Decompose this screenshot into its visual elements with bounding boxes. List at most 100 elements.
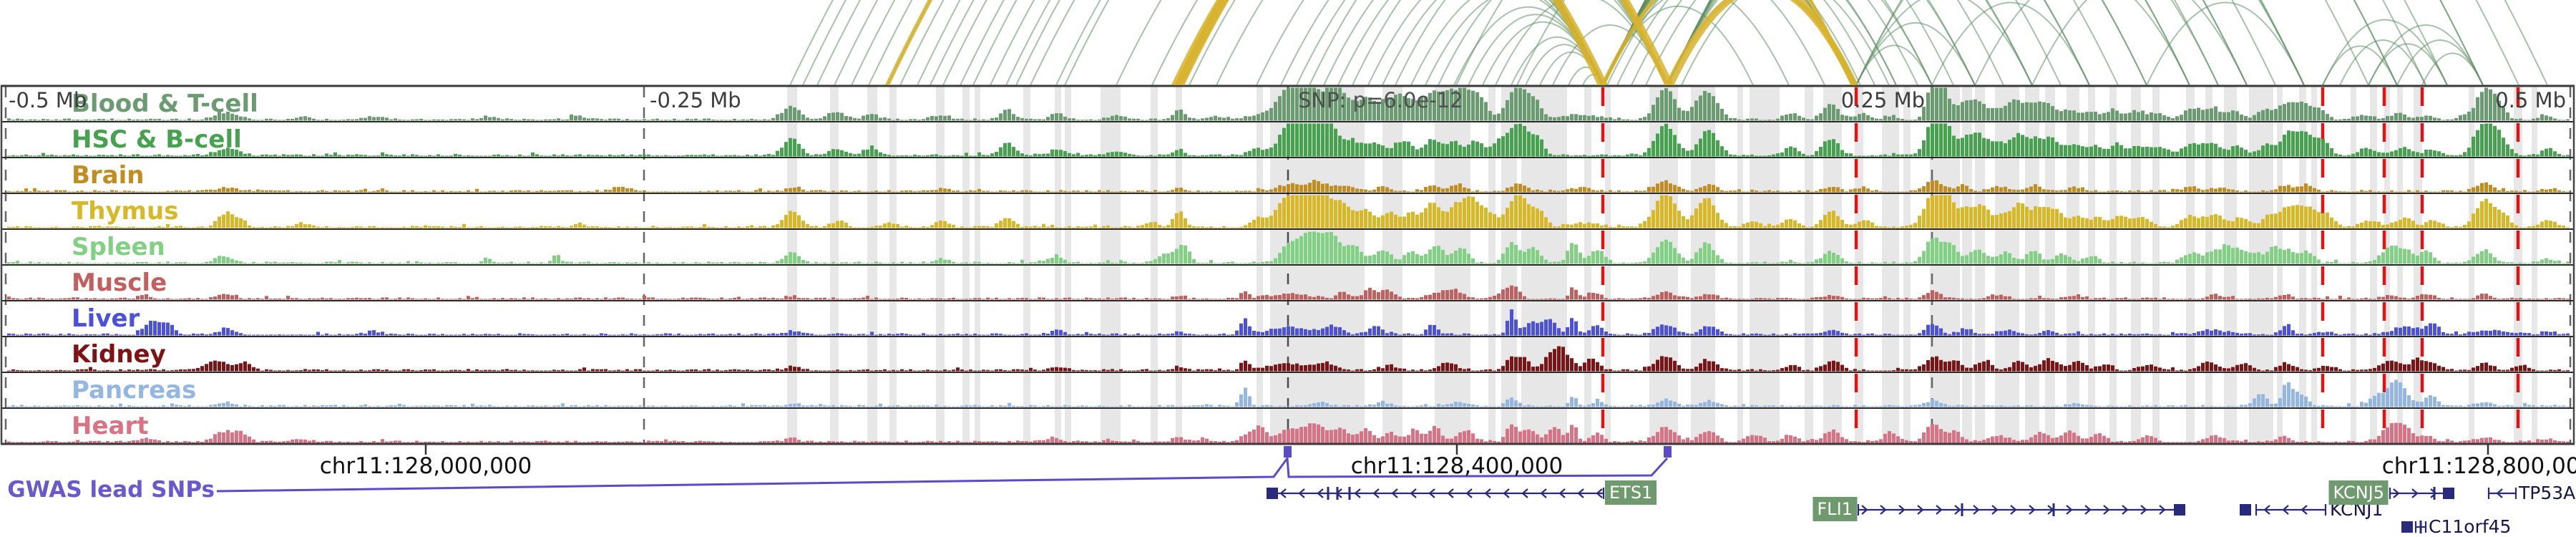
interaction-arc-green [1602, 0, 2426, 85]
strand-arrow [1577, 488, 1584, 498]
strand-arrow [2282, 505, 2289, 515]
bottom-annotation [216, 445, 2517, 533]
signal-track-brain [7, 180, 2570, 193]
interaction-arc-green [1855, 21, 1976, 85]
signal-track-hsc-b-cell [7, 123, 2570, 157]
interaction-arc-green [1855, 0, 2033, 85]
track-label-spleen: Spleen [72, 233, 165, 261]
track-frame [0, 84, 2575, 445]
interaction-arc-green [1602, 0, 2484, 85]
interaction-arc-green [887, 0, 1668, 85]
interaction-arc-green [1455, 0, 1854, 85]
interaction-arc-green [2146, 1, 2305, 85]
strand-arrow [1936, 505, 1943, 515]
gene-label-c11orf45: C11orf45 [2429, 516, 2512, 537]
coordinate-label: chr11:128,400,000 [1350, 453, 1563, 479]
interaction-arc-green [2322, 19, 2448, 85]
gwas-callout-line [216, 455, 1669, 493]
strand-arrow [1596, 488, 1603, 498]
strand-arrow [2103, 505, 2110, 515]
gene-terminal-exon [1267, 488, 1278, 499]
strand-arrow [1880, 505, 1887, 515]
gene-terminal-exon [2240, 504, 2251, 516]
interaction-arc-green [1602, 0, 2519, 85]
gene-terminal-exon [2443, 488, 2454, 499]
track-label-kidney: Kidney [72, 340, 166, 369]
signal-track-liver [7, 309, 2570, 336]
interaction-arc-green [1667, 0, 2248, 85]
strand-arrow [1465, 488, 1473, 498]
interaction-arc-green [1256, 0, 1604, 85]
gene-label-tp53aip1: TP53AIP1 [2519, 483, 2576, 503]
strand-arrow [1317, 488, 1324, 498]
interaction-arc-green [1005, 0, 1604, 85]
interaction-arc-green [2339, 39, 2426, 85]
strand-arrow [1954, 505, 1961, 515]
interaction-arc-green [1667, 0, 2398, 85]
strand-arrow [2263, 505, 2270, 515]
interaction-arc-green [990, 0, 1604, 85]
interaction-arc-green [2031, 0, 2248, 85]
track-label-blood-t-cell: Blood & T-cell [72, 90, 258, 118]
interaction-arc-green [1395, 0, 1668, 85]
signal-track-kidney [7, 346, 2570, 372]
interaction-arc-green [1606, 0, 1861, 85]
strand-arrow [2122, 505, 2129, 515]
interaction-arcs [789, 0, 2548, 85]
coordinate-label: chr11:128,800,000 [2381, 453, 2576, 479]
strand-arrow [1521, 488, 1528, 498]
interaction-arc-green [2396, 39, 2484, 85]
interaction-arc-green [1030, 0, 1604, 85]
strand-arrow [2010, 505, 2017, 515]
interaction-arc-green [1667, 0, 1933, 85]
gene-terminal-exon [2174, 504, 2185, 516]
gwas-track-label: GWAS lead SNPs [7, 477, 215, 503]
gwas-lead-snp-marker [1284, 446, 1292, 458]
interaction-arc-green [1602, 0, 2398, 85]
gene-label-ets1: ETS1 [1605, 480, 1657, 505]
strand-arrow [1298, 488, 1305, 498]
interaction-arc-green [1280, 0, 1604, 85]
gene-label-kcnj5: KCNJ5 [2328, 480, 2389, 505]
strand-arrow [1861, 505, 1868, 515]
coordinate-label: chr11:128,000,000 [319, 453, 532, 479]
ruler-offset-label: -0.5 Mb [9, 88, 87, 112]
interaction-arc-yellow [885, 0, 1669, 85]
track-label-brain: Brain [72, 161, 145, 190]
interaction-arc-green [1974, 0, 2190, 85]
ruler-offset-label: 0.25 Mb [1840, 88, 1925, 112]
gene-label-fli1: FLI1 [1813, 497, 1857, 521]
strand-arrow [1540, 488, 1547, 498]
signal-track-spleen [7, 231, 2570, 264]
strand-arrow [1917, 505, 1924, 515]
interaction-arc-green [1645, 0, 1918, 85]
strand-arrow [1973, 505, 1980, 515]
ruler-offset-label: 0.5 Mb [2495, 88, 2566, 112]
strand-arrow [1558, 488, 1566, 498]
interaction-arc-green [960, 0, 1604, 85]
strand-arrow [1991, 505, 1999, 515]
signal-tracks [7, 87, 2570, 443]
interaction-arc-green [1931, 1, 2090, 85]
interaction-arc-green [1352, 0, 1668, 85]
signal-track-muscle [7, 285, 2570, 300]
strand-arrow [2140, 505, 2147, 515]
strand-arrow [1484, 488, 1491, 498]
track-label-thymus: Thymus [72, 197, 179, 226]
strand-arrow [2066, 505, 2073, 515]
strand-arrow [1410, 488, 1417, 498]
strand-arrow [1279, 488, 1287, 498]
strand-arrow [1354, 488, 1361, 498]
gwas-snp-lines [1601, 87, 2520, 442]
strand-arrow [1447, 488, 1454, 498]
strand-arrow [2393, 488, 2400, 498]
strand-arrow [2301, 505, 2308, 515]
strand-arrow [2411, 488, 2419, 498]
signal-track-blood-t-cell [7, 87, 2570, 121]
interaction-arc-green [1681, 0, 1890, 85]
interaction-arc-green [1616, 0, 1875, 85]
strand-arrow [2084, 505, 2092, 515]
gwas-lead-snp-marker [1664, 446, 1672, 458]
strand-arrow [2159, 505, 2166, 515]
